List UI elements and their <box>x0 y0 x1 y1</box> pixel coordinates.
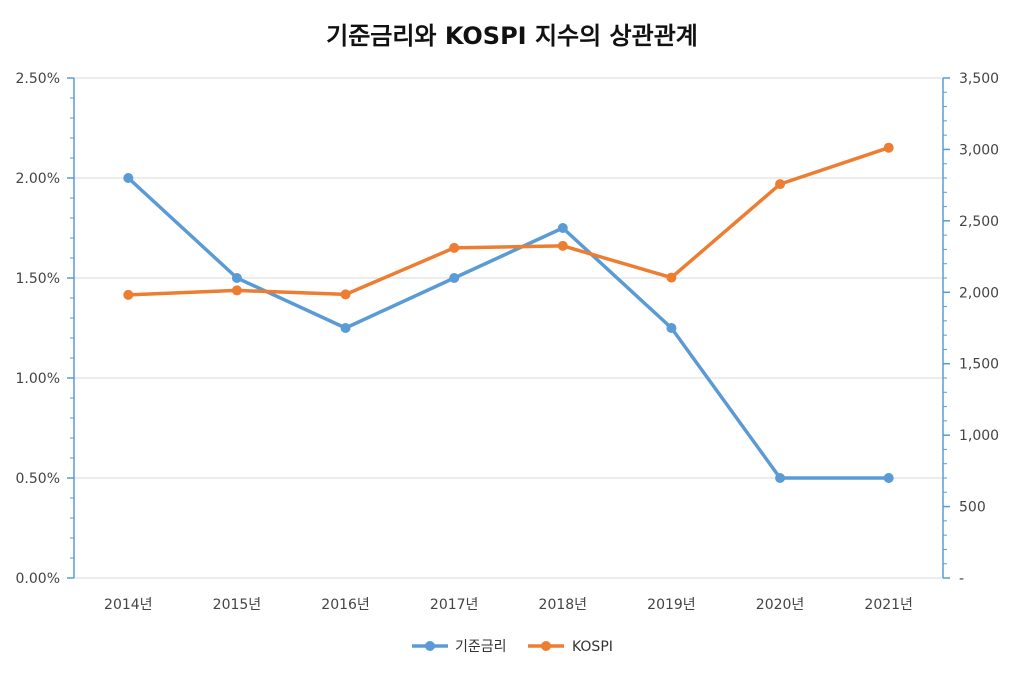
x-axis-tick-label: 2017년 <box>430 597 479 613</box>
data-point-kospi <box>557 240 568 251</box>
data-point-kospi <box>449 242 460 253</box>
series-line-kospi <box>126 145 891 297</box>
x-axis-tick-label: 2020년 <box>756 597 805 613</box>
left-axis-tick-label: 0.50% <box>16 471 60 487</box>
legend-marker-kospi <box>541 641 551 651</box>
data-point-kospi <box>340 289 351 300</box>
left-axis-tick-label: 2.50% <box>16 71 60 87</box>
data-point-kospi <box>883 142 894 153</box>
legend-label-base-rate: 기준금리 <box>455 639 507 655</box>
x-axis-tick-label: 2021년 <box>864 597 913 613</box>
x-axis-tick-label: 2019년 <box>647 597 696 613</box>
right-axis-tick-label: 500 <box>959 500 986 516</box>
series-lines <box>123 142 894 483</box>
data-point-kospi <box>775 179 786 190</box>
legend-marker-base-rate <box>425 641 435 651</box>
data-point-base-rate <box>883 473 894 483</box>
left-axis-tick-label: 1.50% <box>16 271 60 287</box>
x-axis-tick-label: 2014년 <box>104 597 153 613</box>
data-point-base-rate <box>666 323 677 333</box>
data-point-base-rate <box>231 273 242 283</box>
left-axis-tick-label: 0.00% <box>16 571 60 587</box>
right-axis-tick-label: - <box>959 571 964 587</box>
x-axis-tick-label: 2016년 <box>321 597 370 613</box>
data-point-kospi <box>123 289 134 300</box>
data-point-kospi <box>231 285 242 296</box>
axes: 0.00% 0.50% 1.00% 1.50% 2.00% 2.50% - 500 1,000 1… <box>16 71 1000 613</box>
series-line-base-rate <box>126 176 891 480</box>
data-point-base-rate <box>449 273 460 283</box>
data-point-base-rate <box>123 173 134 183</box>
chart-title: 기준금리와 KOSPI 지수의 상관관계 <box>326 22 698 50</box>
legend: 기준금리 KOSPI <box>412 639 613 655</box>
data-point-base-rate <box>557 223 568 233</box>
legend-label-kospi: KOSPI <box>572 639 613 655</box>
left-axis-tick-label: 1.00% <box>16 371 60 387</box>
right-axis-tick-label: 1,500 <box>959 357 999 373</box>
right-axis-tick-label: 3,500 <box>959 71 999 87</box>
x-axis-tick-label: 2015년 <box>213 597 262 613</box>
right-axis-tick-label: 2,000 <box>959 285 999 301</box>
data-point-kospi <box>666 272 677 283</box>
gridlines <box>74 77 943 579</box>
right-axis-tick-label: 3,000 <box>959 142 999 158</box>
data-point-base-rate <box>775 473 786 483</box>
x-axis-tick-label: 2018년 <box>539 597 588 613</box>
right-axis-tick-label: 1,000 <box>959 428 999 444</box>
right-axis-tick-label: 2,500 <box>959 214 999 230</box>
left-axis-tick-label: 2.00% <box>16 171 60 187</box>
data-point-base-rate <box>340 323 351 333</box>
